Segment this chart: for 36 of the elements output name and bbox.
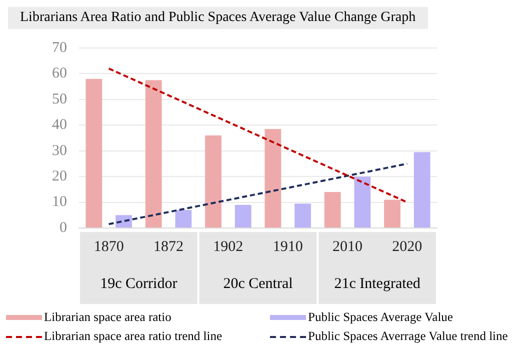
legend-label: Librarian space area ratio trend line bbox=[44, 329, 222, 344]
y-tick-label: 30 bbox=[52, 142, 67, 159]
line-series bbox=[108, 68, 408, 204]
y-tick-label: 10 bbox=[52, 194, 67, 210]
bar bbox=[205, 135, 222, 228]
x-tick-label: 1872 bbox=[154, 238, 184, 255]
line-series bbox=[108, 162, 408, 226]
bar bbox=[324, 192, 341, 228]
bar bbox=[294, 204, 311, 228]
legend-label: Public Spaces Average Value bbox=[308, 310, 453, 325]
legend-label: Public Spaces Averrage Value trend line bbox=[308, 329, 508, 344]
chart-title: Librarians Area Ratio and Public Spaces Average Value Change Graph bbox=[8, 7, 428, 29]
bar bbox=[264, 129, 282, 228]
x-tick-label: 2020 bbox=[392, 238, 422, 255]
bar bbox=[86, 78, 102, 228]
bar bbox=[175, 210, 192, 228]
y-tick-label: 0 bbox=[60, 220, 67, 236]
x-tick-label: 1910 bbox=[272, 238, 303, 255]
text: 21c Integrated bbox=[334, 276, 421, 292]
text: 19c Corridor bbox=[100, 276, 178, 292]
bar bbox=[414, 152, 430, 228]
y-tick-label: 70 bbox=[52, 40, 67, 56]
bar bbox=[354, 176, 371, 228]
y-tick-label: 40 bbox=[52, 117, 67, 134]
bar bbox=[145, 80, 162, 228]
bar bbox=[384, 200, 400, 228]
x-tick-label: 2010 bbox=[332, 238, 362, 255]
y-tick-label: 20 bbox=[52, 168, 67, 185]
y-tick-label: 50 bbox=[52, 91, 67, 108]
bar bbox=[116, 215, 132, 228]
legend-label: Librarian space area ratio bbox=[44, 310, 172, 325]
x-tick-label: 1870 bbox=[94, 238, 124, 255]
y-tick-label: 60 bbox=[52, 66, 67, 82]
bar bbox=[234, 204, 252, 228]
text: 20c Central bbox=[223, 276, 293, 292]
x-tick-label: 1902 bbox=[213, 238, 244, 255]
